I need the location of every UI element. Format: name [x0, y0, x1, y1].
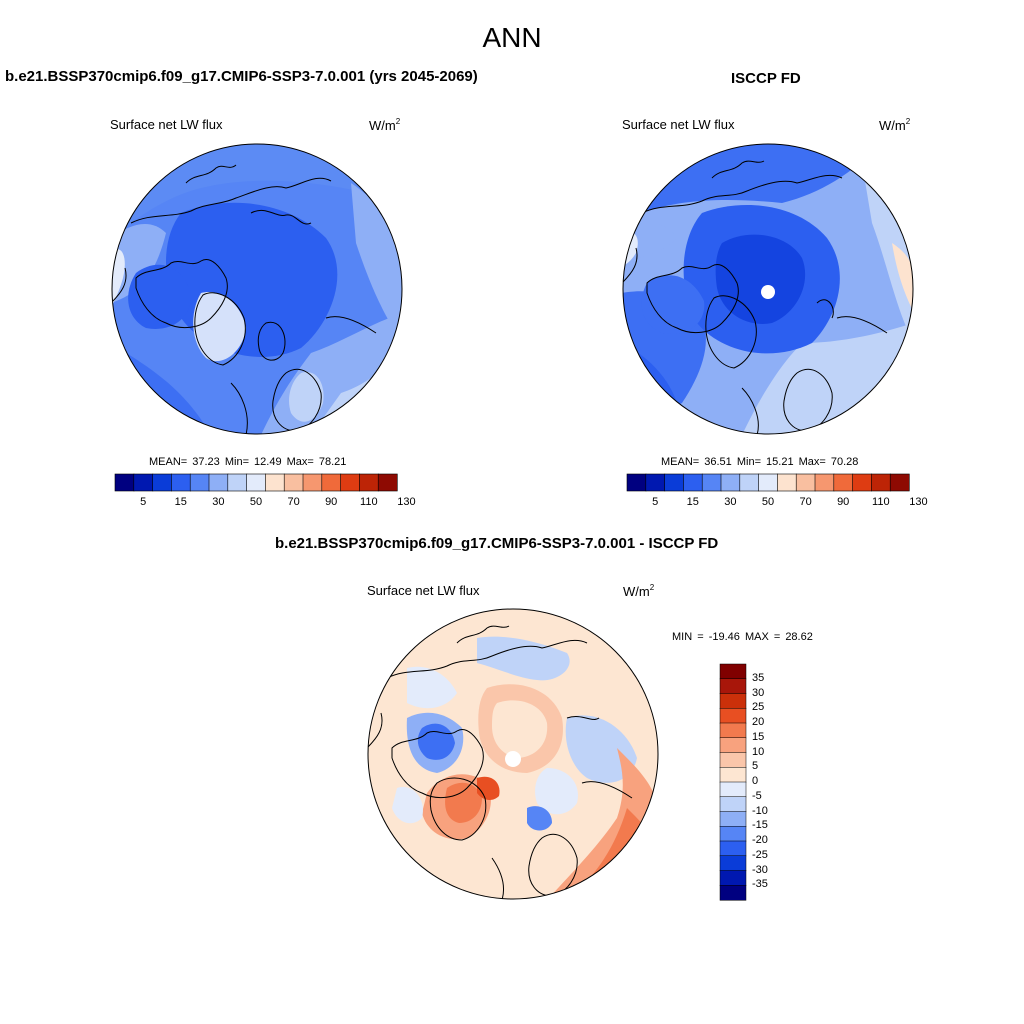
colorbar-tick-label: 15 [752, 730, 765, 743]
diff-variable-label: Surface net LW flux [367, 583, 480, 598]
colorbar-swatch [719, 678, 747, 695]
colorbar-swatch [719, 840, 747, 857]
diff-panel-title: b.e21.BSSP370cmip6.f09_g17.CMIP6-SSP3-7.… [275, 535, 719, 552]
colorbar-swatch [719, 693, 747, 709]
colorbar-tick-label: 25 [752, 701, 765, 714]
colorbar-tick-label: 110 [872, 496, 890, 508]
diff-stats-label: MIN = -19.46 MAX = 28.62 [672, 631, 813, 643]
colorbar-swatch [739, 473, 760, 492]
colorbar-tick-label: 90 [837, 496, 850, 508]
colorbar-swatch [758, 473, 779, 492]
colorbar-tick-label: -5 [752, 789, 762, 802]
colorbar-swatch [719, 855, 747, 872]
colorbar-swatch [719, 767, 747, 783]
colorbar-tick-label: 10 [752, 745, 765, 758]
colorbar-swatch [777, 473, 797, 492]
colorbar-tick-label: 130 [397, 496, 416, 508]
colorbar-tick-label: -25 [752, 848, 768, 861]
colorbar-tick-label: 50 [761, 496, 775, 508]
colorbar-tick-label: 35 [752, 671, 765, 684]
colorbar-swatch [683, 473, 703, 492]
colorbar-swatch [208, 473, 229, 492]
colorbar-tick-label: 15 [686, 496, 699, 508]
colorbar-swatch [719, 781, 747, 798]
colorbar-tick-label: 110 [360, 496, 378, 508]
colorbar-swatch [719, 663, 747, 680]
colorbar-swatch [833, 473, 854, 492]
colorbar-tick-label: 5 [140, 496, 147, 508]
colorbar-swatch [114, 473, 135, 492]
colorbar-swatch [189, 473, 210, 492]
colorbar-tick-label: 15 [174, 496, 187, 508]
colorbar-tick-label: -35 [752, 878, 768, 891]
obs-units-label: W/m2 [879, 117, 911, 133]
obs-variable-label: Surface net LW flux [622, 117, 735, 132]
colorbar-swatch [701, 473, 722, 492]
colorbar-tick-label: 5 [652, 496, 659, 508]
colorbar-swatch [664, 473, 684, 492]
colorbar-tick-label: -30 [752, 863, 768, 876]
model-colorbar [114, 473, 398, 492]
colorbar-swatch [719, 870, 747, 886]
colorbar-tick-label: 30 [724, 496, 737, 508]
colorbar-tick-label: 90 [325, 496, 338, 508]
model-panel-title: b.e21.BSSP370cmip6.f09_g17.CMIP6-SSP3-7.… [5, 68, 478, 85]
colorbar-tick-label: -20 [752, 834, 768, 846]
colorbar-swatch [719, 811, 747, 827]
diff-polar-map [367, 608, 659, 900]
colorbar-tick-label: 30 [752, 686, 765, 699]
colorbar-swatch [719, 708, 747, 724]
colorbar-tick-label: 30 [212, 496, 225, 508]
colorbar-swatch [719, 737, 747, 754]
colorbar-swatch [645, 473, 666, 492]
colorbar-swatch [719, 826, 747, 842]
main-title: ANN [482, 22, 542, 53]
colorbar-swatch [871, 473, 891, 492]
obs-colorbar [626, 473, 910, 492]
colorbar-swatch [359, 473, 379, 492]
colorbar-tick-label: 50 [249, 496, 263, 508]
diff-units-label: W/m2 [623, 583, 655, 599]
colorbar-swatch [321, 473, 342, 492]
colorbar-swatch [227, 473, 248, 492]
colorbar-swatch [719, 752, 747, 768]
diff-colorbar [719, 663, 747, 901]
colorbar-swatch [340, 473, 361, 492]
colorbar-swatch [377, 473, 398, 492]
model-variable-label: Surface net LW flux [110, 117, 223, 132]
colorbar-swatch [852, 473, 873, 492]
colorbar-swatch [889, 473, 910, 492]
colorbar-swatch [133, 473, 154, 492]
colorbar-swatch [246, 473, 267, 492]
colorbar-tick-label: -10 [752, 804, 768, 817]
colorbar-swatch [719, 796, 747, 813]
colorbar-swatch [720, 473, 741, 492]
model-units-label: W/m2 [369, 117, 401, 133]
model-polar-map [111, 143, 403, 435]
colorbar-tick-label: 5 [752, 760, 759, 773]
colorbar-swatch [152, 473, 172, 492]
colorbar-swatch [719, 722, 747, 739]
colorbar-tick-label: 0 [752, 775, 759, 787]
obs-panel-title: ISCCP FD [731, 70, 801, 87]
colorbar-swatch [719, 885, 747, 901]
colorbar-swatch [265, 473, 285, 492]
colorbar-tick-label: 130 [909, 496, 928, 508]
colorbar-swatch [626, 473, 647, 492]
colorbar-swatch [814, 473, 835, 492]
colorbar-swatch [283, 473, 304, 492]
colorbar-tick-label: -15 [752, 819, 768, 832]
colorbar-tick-label: 70 [799, 496, 812, 508]
model-stats-label: MEAN= 37.23 Min= 12.49 Max= 78.21 [149, 456, 347, 468]
colorbar-tick-label: 20 [752, 716, 765, 728]
colorbar-swatch [302, 473, 323, 492]
obs-polar-map [622, 143, 914, 435]
obs-stats-label: MEAN= 36.51 Min= 15.21 Max= 70.28 [661, 456, 859, 468]
colorbar-swatch [171, 473, 191, 492]
colorbar-swatch [795, 473, 816, 492]
colorbar-tick-label: 70 [287, 496, 300, 508]
